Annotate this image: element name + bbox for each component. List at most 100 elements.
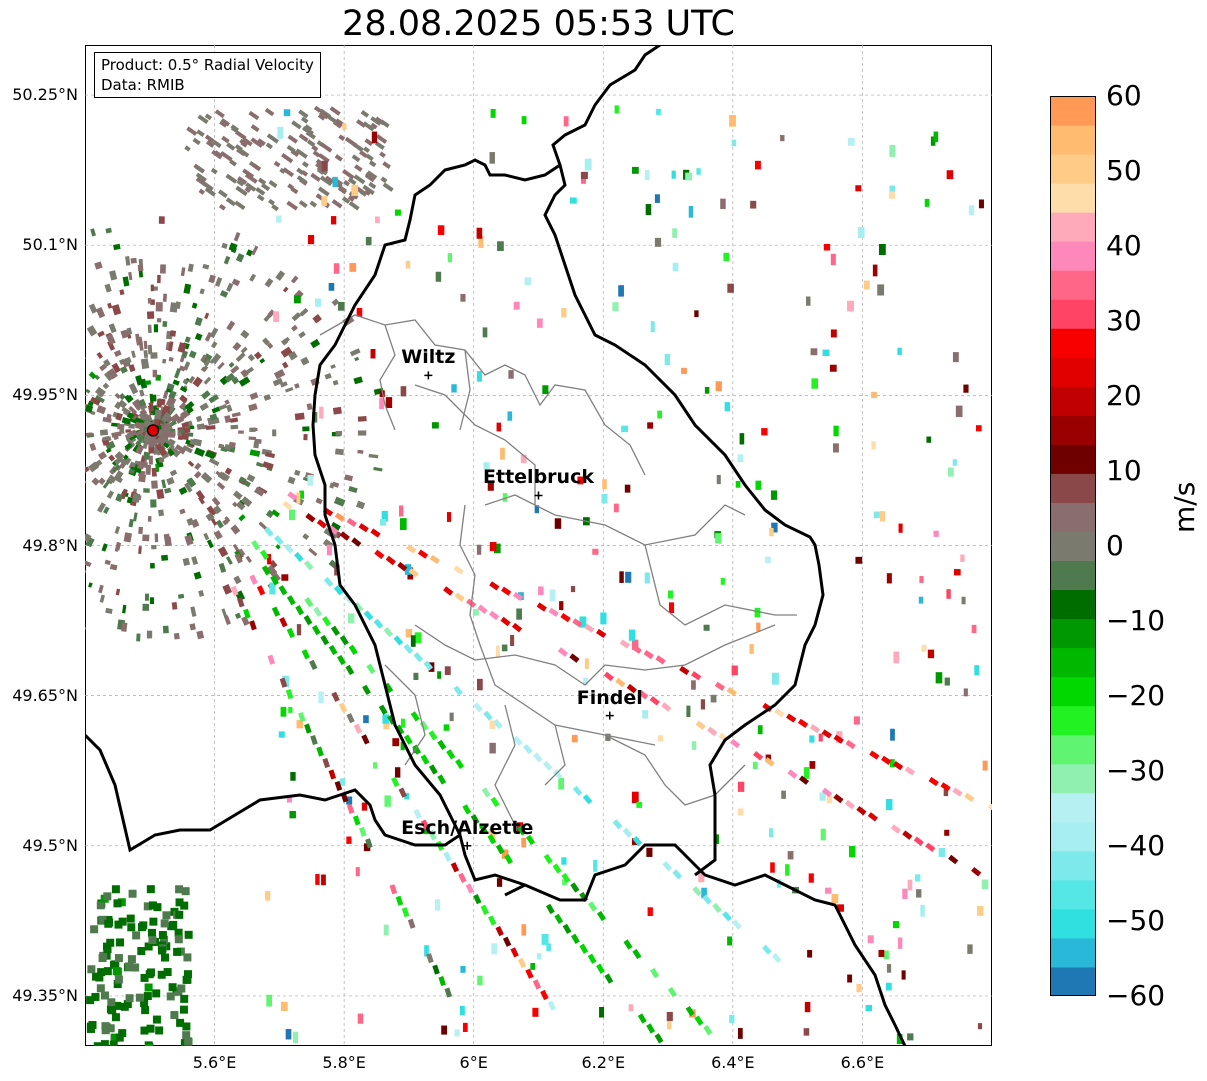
echo-cell (933, 530, 939, 537)
echo-cell (727, 936, 733, 946)
echo-cell (579, 616, 587, 628)
echo-cell (249, 574, 258, 585)
echo-cell (143, 902, 152, 911)
echo-cell (192, 438, 203, 447)
echo-cell (123, 454, 129, 460)
echo-cell (530, 962, 536, 970)
echo-cell (122, 276, 130, 287)
echo-cell (148, 928, 157, 937)
echo-cell (121, 416, 132, 425)
echo-cell (179, 429, 185, 433)
echo-cell (97, 968, 106, 977)
echo-cell (217, 361, 225, 370)
echo-cell (525, 834, 536, 846)
echo-cell (513, 301, 520, 310)
echo-cell (246, 249, 253, 257)
echo-cell (731, 139, 737, 147)
echo-cell (916, 889, 922, 898)
echo-cell (655, 655, 666, 665)
echo-cell (391, 776, 400, 788)
echo-cell (355, 867, 360, 877)
echo-cell (162, 358, 167, 364)
echo-cell (596, 628, 607, 639)
echo-cell (593, 859, 598, 872)
echo-cell (158, 930, 167, 939)
echo-cell (249, 392, 259, 400)
echo-cell (296, 720, 304, 729)
echo-cell (315, 497, 323, 505)
echo-cell (412, 744, 422, 755)
echo-cell (534, 505, 540, 514)
echo-cell (714, 834, 719, 845)
echo-cell (285, 689, 294, 700)
echo-cell (306, 403, 313, 411)
echo-cell (821, 787, 833, 798)
echo-cell (151, 480, 158, 489)
echo-cell (155, 302, 163, 312)
echo-cell (351, 537, 362, 547)
echo-cell (935, 672, 943, 684)
echo-cell (328, 769, 337, 780)
echo-cell (246, 473, 256, 483)
echo-cell (465, 883, 475, 894)
echo-cell (921, 644, 927, 652)
echo-cell (394, 767, 401, 778)
echo-cell (558, 777, 565, 790)
echo-cell (517, 957, 527, 969)
echo-cell (166, 992, 175, 1001)
radar-site-dot (146, 424, 160, 437)
echo-cell (175, 885, 184, 894)
echo-cell (267, 554, 272, 565)
echo-cell (863, 280, 870, 290)
echo-cell (291, 324, 298, 332)
echo-cell (85, 479, 87, 487)
echo-cell (355, 119, 367, 128)
echo-cell (289, 810, 296, 819)
echo-cell (118, 917, 127, 926)
city-marker (424, 371, 433, 380)
echo-cell (288, 351, 298, 361)
echo-cell (280, 338, 289, 346)
echo-cell (181, 421, 190, 429)
echo-cell (722, 911, 732, 922)
echo-cell (211, 406, 221, 414)
echo-cell (769, 527, 774, 537)
echo-cell (203, 532, 210, 541)
echo-cell (245, 555, 252, 563)
echo-cell (382, 714, 389, 724)
echo-cell (332, 176, 338, 188)
colorbar-segment (1050, 531, 1096, 562)
echo-cell (978, 199, 984, 209)
echo-cell (347, 177, 357, 186)
echo-cell (729, 1014, 735, 1024)
colorbar-segment (1050, 647, 1096, 678)
echo-cell (685, 172, 693, 181)
echo-cell (845, 739, 856, 750)
echo-cell (370, 348, 376, 359)
echo-cell (346, 796, 353, 805)
echo-cell (714, 681, 726, 691)
echo-cell (774, 708, 785, 718)
echo-cell (331, 298, 340, 307)
echo-cell (123, 532, 133, 543)
echo-cell (197, 114, 209, 124)
echo-cell (146, 311, 155, 320)
echo-cell (453, 565, 464, 575)
echo-cell (201, 353, 213, 366)
echo-cell (541, 934, 549, 945)
echo-cell (238, 376, 251, 387)
echo-cell (385, 555, 396, 566)
echo-cell (303, 615, 313, 626)
echo-cell (183, 283, 192, 294)
echo-cell (179, 508, 186, 515)
colorbar-segment (1050, 676, 1096, 707)
echo-cell (346, 712, 355, 724)
echo-cell (487, 482, 494, 491)
echo-cell (274, 535, 284, 546)
echo-cell (428, 764, 438, 775)
echo-cell (221, 242, 228, 249)
echo-cell (218, 403, 228, 411)
echo-cell (119, 461, 127, 470)
echo-cell (154, 409, 162, 420)
lat-tick-label: 49.5°N (22, 835, 78, 855)
